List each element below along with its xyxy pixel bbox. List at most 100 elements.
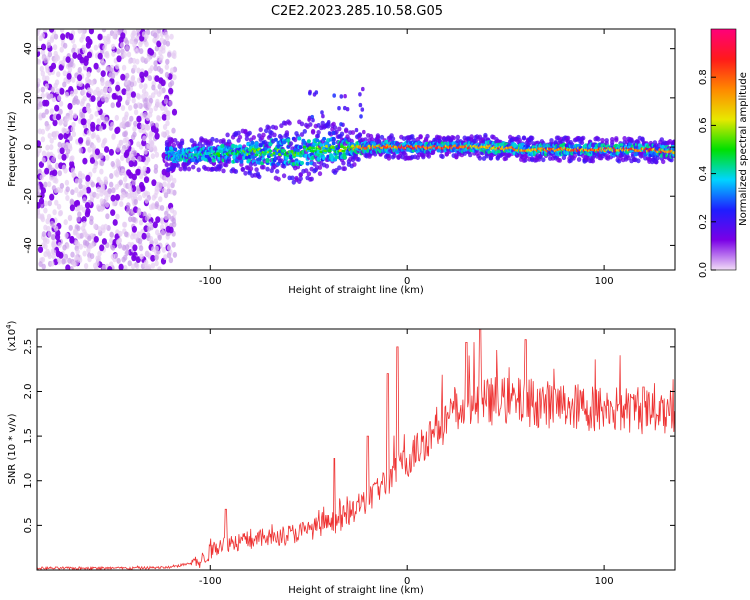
spectrogram-band-halo — [523, 157, 528, 163]
spectrogram-noise-blob — [138, 219, 144, 226]
snr-panel: -100 0 100 0.5 1.0 1.5 2.0 2.5 Height of straig… — [5, 320, 676, 596]
spectrogram-noise-blob — [87, 146, 92, 153]
spectrogram-noise-blob — [139, 169, 145, 176]
spectrogram-band-core — [282, 149, 287, 153]
spectrogram-noise-blob — [133, 120, 138, 127]
spectrogram-band-halo — [390, 136, 396, 142]
spectrogram-band-halo — [298, 172, 303, 178]
spectrogram-noise-blob — [109, 237, 114, 244]
spectrogram-band-halo — [604, 138, 609, 143]
spectrogram-noise-blob — [150, 254, 156, 262]
spectrogram-noise-blob — [110, 121, 115, 128]
spectrogram-noise-blob — [77, 211, 82, 218]
spectrogram-noise-blob — [131, 97, 136, 104]
spectrogram-band-halo — [655, 155, 660, 161]
spectrogram-noise-blob — [37, 212, 42, 219]
snr-frame — [36, 328, 676, 571]
spectrogram-plume-blob — [326, 120, 331, 125]
spectrogram-noise-blob — [90, 79, 95, 86]
spectrogram-noise-blob — [157, 234, 162, 241]
spectrogram-noise-blob — [108, 87, 113, 93]
spectrogram-noise-blob — [138, 245, 144, 252]
spectrogram-band-halo — [243, 128, 248, 134]
spectrogram-noise-blob — [150, 262, 156, 269]
spectrogram-band-halo — [337, 126, 342, 132]
spectrogram-noise-blob — [163, 192, 169, 199]
spectrogram-noise-blob — [79, 100, 85, 107]
spectrogram-band-halo — [659, 137, 664, 143]
spectrogram-noise-blob — [59, 147, 65, 155]
spectrogram-noise-blob — [81, 29, 86, 35]
spectrogram-band-body — [672, 147, 675, 151]
spectrogram-plume-blob — [339, 94, 344, 99]
spectrogram-noise-blob — [78, 177, 83, 184]
spectrogram-noise-blob — [51, 234, 56, 241]
spectrogram-noise-blob — [68, 224, 73, 231]
spectrogram-band-body — [297, 136, 302, 141]
spectrogram-noise-blob — [55, 88, 60, 95]
spectrogram-noise-blob — [154, 254, 159, 261]
spectrogram-noise-blob — [148, 144, 154, 151]
spectrogram-noise-blob — [78, 137, 84, 144]
colorbar-tick-label: 0.4 — [698, 166, 709, 182]
spectrogram-noise-blob — [90, 181, 96, 188]
spectrogram-noise-blob — [77, 172, 83, 179]
spectrogram-noise-blob — [64, 91, 70, 98]
spectrogram-noise-blob — [82, 95, 87, 102]
spectrogram-noise-blob — [138, 83, 144, 89]
spectrogram-noise-blob — [70, 126, 76, 133]
spectrogram-noise-blob — [135, 168, 141, 176]
spectrogram-noise-blob — [74, 178, 80, 185]
spectrogram-noise-blob — [103, 87, 108, 94]
spectrogram-band-halo — [356, 157, 361, 162]
spectrogram-noise-blob — [93, 236, 99, 243]
spectrogram-band-halo — [173, 138, 178, 143]
spectrogram-noise-blob — [131, 225, 137, 233]
spectrogram-band-halo — [233, 169, 239, 174]
spectrogram-band-halo — [320, 120, 325, 126]
spectrogram-noise-blob — [169, 207, 175, 214]
spectrogram-noise-blob — [120, 73, 126, 81]
spectrogram-noise-blob — [71, 76, 76, 83]
spectrogram-plume-blob — [321, 114, 325, 119]
colorbar-gradient — [710, 28, 737, 271]
spectrogram-noise-blob — [136, 141, 141, 148]
spectrogram-noise-blob — [47, 132, 52, 139]
spectrogram-image — [37, 29, 675, 270]
spectrogram-noise-blob — [130, 76, 135, 83]
spectrogram-noise-blob — [108, 148, 114, 156]
spectrogram-noise-blob — [146, 55, 151, 62]
spectrogram-noise-blob — [40, 216, 46, 223]
colorbar-tick-label: 0.2 — [698, 214, 709, 230]
spectrogram-noise-blob — [89, 219, 94, 226]
spectrogram-noise-blob — [52, 169, 58, 177]
spectrogram-noise-blob — [69, 61, 74, 68]
spectrogram-plume-blob — [311, 118, 315, 123]
spectrogram-noise-blob — [132, 150, 138, 156]
spectrogram-noise-blob — [62, 81, 67, 88]
spectrogram-noise-blob — [49, 108, 54, 115]
spectrogram-noise-blob — [45, 218, 50, 225]
spectrogram-noise-blob — [43, 207, 48, 214]
spectrogram-noise-blob — [69, 198, 75, 205]
spectrogram-noise-blob — [51, 131, 56, 138]
spectrogram-noise-blob — [154, 245, 159, 252]
spectrogram-noise-blob — [63, 219, 68, 226]
spectrogram-band-halo — [279, 158, 284, 164]
spectrogram-noise-blob — [78, 183, 83, 190]
spectrogram-band-halo — [254, 167, 259, 173]
spectrogram-band-halo — [661, 159, 666, 165]
spectrogram-noise-blob — [52, 119, 58, 127]
spectrogram-noise-blob — [73, 200, 79, 208]
spectrogram-noise-blob — [165, 114, 171, 121]
spectrogram-noise-blob — [85, 140, 91, 146]
spectrogram-noise-blob — [98, 179, 104, 186]
spectrogram-noise-blob — [157, 83, 162, 90]
spectrogram-noise-blob — [97, 52, 103, 60]
spectrogram-noise-blob — [170, 182, 175, 189]
spectrogram-noise-blob — [158, 49, 163, 56]
spectrogram-noise-blob — [153, 32, 158, 39]
spectrogram-noise-blob — [68, 109, 74, 116]
spectrogram-noise-blob — [77, 53, 83, 61]
x-tick-label: -100 — [199, 276, 222, 287]
